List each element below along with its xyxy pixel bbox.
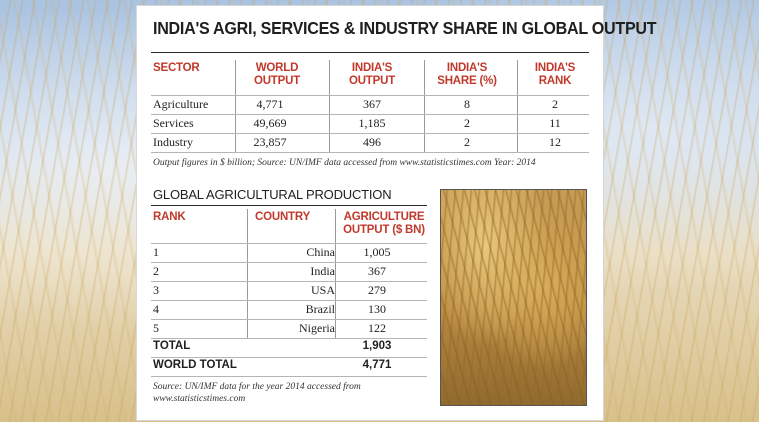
header-india-output: INDIA'S OUTPUT (332, 62, 412, 88)
world-total-label: WORLD TOTAL (153, 359, 237, 371)
total-value: 1,903 (362, 340, 392, 352)
header-india-share-line2: SHARE (%) (437, 75, 497, 87)
cell-rank: 5 (153, 321, 159, 335)
infographic-title: INDIA'S AGRI, SERVICES & INDUSTRY SHARE … (153, 18, 657, 38)
cell-country: USA (310, 283, 335, 297)
source-note: Output figures in $ billion; Source: UN/… (153, 158, 536, 168)
cell-agri-output: 130 (368, 302, 386, 316)
cell-world-output: 49,669 (253, 116, 287, 130)
source-note-line1: Source: UN/IMF data for the year 2014 ac… (153, 382, 361, 392)
cell-country: China (306, 245, 335, 259)
header-india-share: INDIA'S SHARE (%) (427, 62, 507, 88)
cell-country: India (310, 264, 335, 278)
header-india-rank: INDIA'S RANK (520, 62, 590, 88)
row-divider (151, 300, 427, 301)
header-world-output-line1: WORLD (255, 62, 299, 74)
column-divider (517, 60, 518, 152)
row-divider (151, 319, 427, 320)
header-rank: RANK (153, 211, 186, 223)
cell-country: Nigeria (299, 321, 335, 335)
cell-india-output: 367 (363, 97, 381, 111)
row-divider (151, 357, 427, 358)
row-divider (151, 262, 427, 263)
column-divider (247, 209, 248, 339)
header-india-output-line1: INDIA'S (351, 62, 393, 74)
cell-india-share: 2 (464, 135, 470, 149)
row-divider (151, 281, 427, 282)
cell-agri-output: 279 (368, 283, 386, 297)
section-rule (151, 205, 427, 206)
cell-india-share: 2 (464, 116, 470, 130)
header-country: COUNTRY (255, 211, 311, 223)
cell-country: Brazil (305, 302, 335, 316)
row-divider (151, 152, 589, 153)
header-agri-output-line1: AGRICULTURE (343, 211, 425, 223)
header-india-output-line2: OUTPUT (348, 75, 396, 87)
row-divider (151, 95, 589, 96)
header-world-output-line2: OUTPUT (253, 75, 301, 87)
cell-india-output: 496 (363, 135, 381, 149)
cell-rank: 1 (153, 245, 159, 259)
row-divider (151, 376, 427, 377)
header-india-rank-line1: INDIA'S (534, 62, 576, 74)
cell-sector: Services (153, 116, 194, 130)
row-divider (151, 114, 589, 115)
cell-sector: Industry (153, 135, 193, 149)
title-rule (151, 52, 589, 53)
cell-world-output: 4,771 (256, 97, 284, 111)
header-sector: SECTOR (153, 62, 200, 74)
section-title: GLOBAL AGRICULTURAL PRODUCTION (153, 187, 392, 202)
header-agri-output: AGRICULTURE OUTPUT ($ BN) (339, 211, 429, 237)
source-note-line2: www.statisticstimes.com (153, 394, 246, 404)
column-divider (235, 60, 236, 152)
cell-rank: 3 (153, 283, 159, 297)
cell-india-rank: 12 (549, 135, 561, 149)
world-total-value: 4,771 (362, 359, 392, 371)
cell-india-rank: 11 (549, 116, 561, 130)
cell-sector: Agriculture (153, 97, 209, 111)
header-india-rank-line2: RANK (538, 75, 572, 87)
header-world-output: WORLD OUTPUT (237, 62, 317, 88)
cell-india-share: 8 (464, 97, 470, 111)
infographic-card: INDIA'S AGRI, SERVICES & INDUSTRY SHARE … (137, 6, 657, 420)
column-divider (424, 60, 425, 152)
cell-rank: 4 (153, 302, 159, 316)
cell-agri-output: 122 (368, 321, 386, 335)
row-divider (151, 243, 427, 244)
cell-india-rank: 2 (552, 97, 558, 111)
header-india-share-line1: INDIA'S (446, 62, 488, 74)
row-divider (151, 133, 589, 134)
cell-agri-output: 367 (368, 264, 386, 278)
column-divider (335, 209, 336, 339)
column-divider (329, 60, 330, 152)
row-divider (151, 338, 427, 339)
wheat-photo (440, 189, 587, 406)
cell-agri-output: 1,005 (363, 245, 391, 259)
cell-rank: 2 (153, 264, 159, 278)
header-agri-output-line2: OUTPUT ($ BN) (343, 224, 425, 236)
cell-india-output: 1,185 (358, 116, 386, 130)
total-label: TOTAL (153, 340, 191, 352)
cell-world-output: 23,857 (253, 135, 287, 149)
